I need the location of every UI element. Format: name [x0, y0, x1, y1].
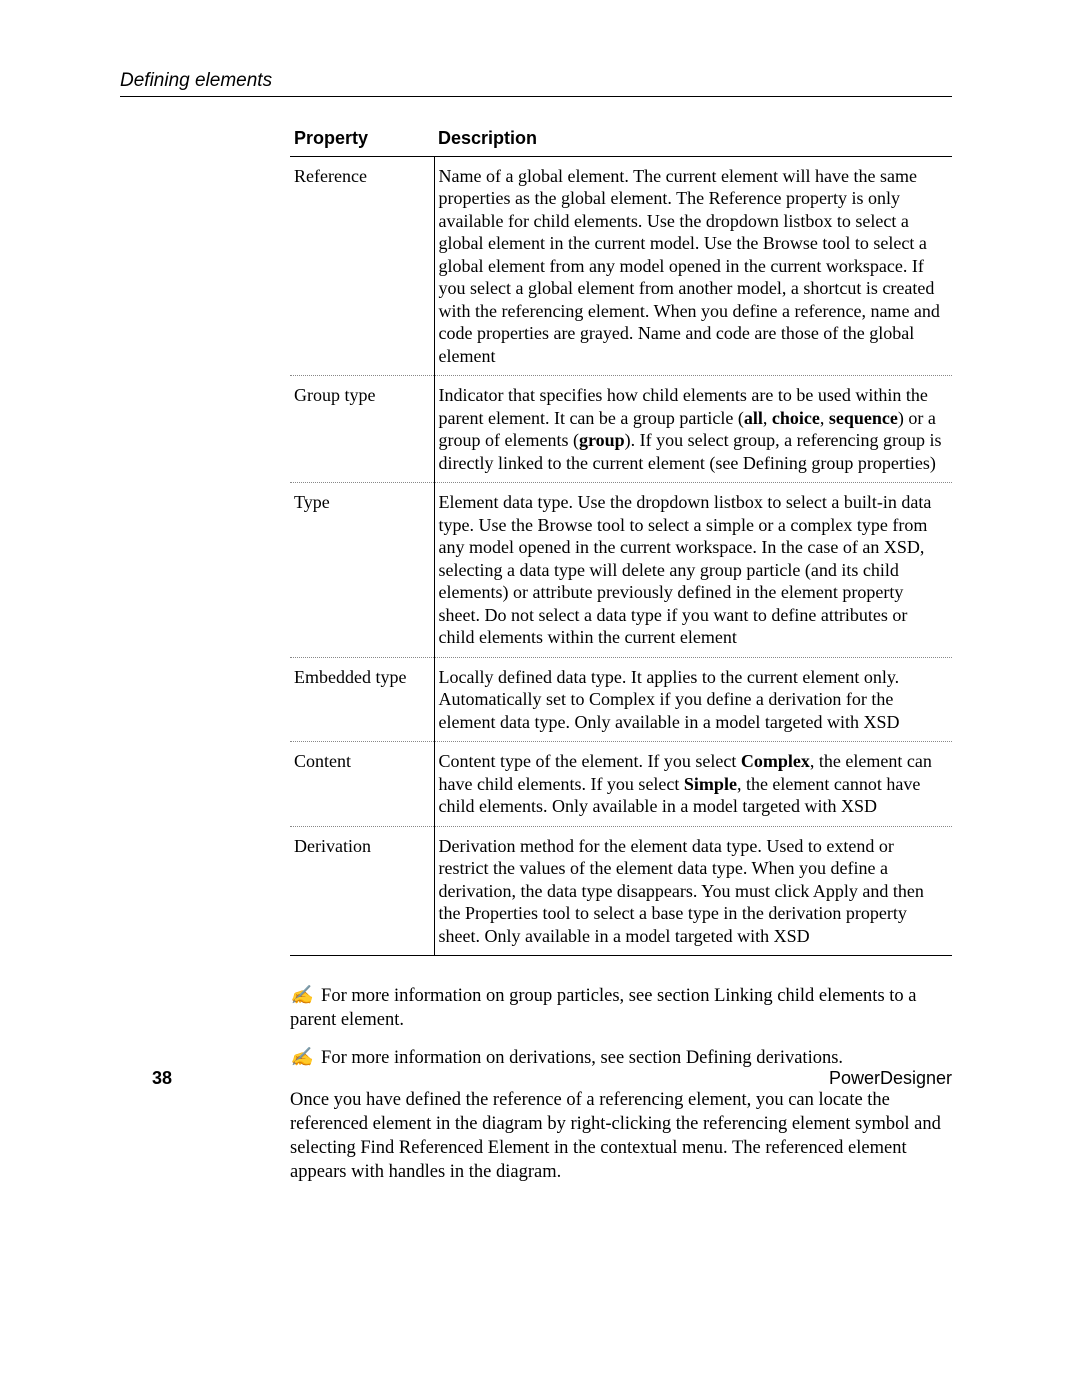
table-header-row: Property Description	[290, 123, 952, 156]
cell-property: Reference	[290, 156, 434, 376]
note-icon: ✍	[290, 986, 313, 1006]
col-header-property: Property	[290, 123, 434, 156]
cell-description: Content type of the element. If you sele…	[434, 742, 952, 827]
cell-description: Derivation method for the element data t…	[434, 826, 952, 956]
note-paragraph: ✍ For more information on derivations, se…	[290, 1046, 952, 1070]
note-paragraph: ✍For more information on group particles…	[290, 984, 952, 1032]
table-row: Content Content type of the element. If …	[290, 742, 952, 827]
col-header-description: Description	[434, 123, 952, 156]
table-row: Embedded type Locally defined data type.…	[290, 657, 952, 742]
cell-description: Name of a global element. The current el…	[434, 156, 952, 376]
page-footer: 38 PowerDesigner	[152, 1068, 952, 1089]
note-text: For more information on derivations, see…	[321, 1048, 843, 1068]
body-paragraph: Once you have defined the reference of a…	[290, 1088, 952, 1184]
cell-description: Element data type. Use the dropdown list…	[434, 483, 952, 658]
cell-description: Indicator that specifies how child eleme…	[434, 376, 952, 483]
content-block: Property Description Reference Name of a…	[290, 123, 952, 1184]
page: Defining elements Property Description R…	[0, 0, 1080, 1397]
table-row: Type Element data type. Use the dropdown…	[290, 483, 952, 658]
cell-property: Derivation	[290, 826, 434, 956]
page-number: 38	[152, 1068, 172, 1089]
properties-table: Property Description Reference Name of a…	[290, 123, 952, 956]
note-icon: ✍	[290, 1048, 313, 1068]
table-row: Group type Indicator that specifies how …	[290, 376, 952, 483]
cell-property: Embedded type	[290, 657, 434, 742]
table-row: Derivation Derivation method for the ele…	[290, 826, 952, 956]
note-text: For more information on group particles,…	[290, 986, 917, 1030]
cell-property: Content	[290, 742, 434, 827]
table-row: Reference Name of a global element. The …	[290, 156, 952, 376]
product-name: PowerDesigner	[829, 1068, 952, 1089]
running-head: Defining elements	[120, 70, 952, 97]
cell-description: Locally defined data type. It applies to…	[434, 657, 952, 742]
cell-property: Type	[290, 483, 434, 658]
cell-property: Group type	[290, 376, 434, 483]
